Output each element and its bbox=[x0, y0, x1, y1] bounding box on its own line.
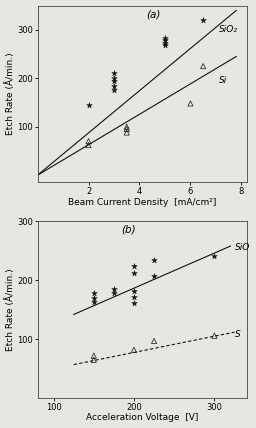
Point bbox=[112, 285, 116, 292]
Point bbox=[132, 346, 136, 353]
Point bbox=[163, 35, 167, 42]
Point bbox=[112, 77, 116, 84]
Y-axis label: Etch Rate (Å/min.): Etch Rate (Å/min.) bbox=[6, 268, 15, 351]
Point bbox=[152, 257, 156, 264]
Point bbox=[201, 63, 205, 70]
Point bbox=[92, 299, 96, 306]
Point bbox=[87, 142, 91, 149]
Point bbox=[201, 17, 205, 24]
Point bbox=[132, 293, 136, 300]
Point bbox=[87, 138, 91, 145]
Text: SiO₂: SiO₂ bbox=[218, 25, 238, 34]
Point bbox=[212, 252, 216, 259]
Text: (a): (a) bbox=[146, 9, 161, 19]
Point bbox=[92, 357, 96, 363]
Point bbox=[152, 272, 156, 279]
Text: Si: Si bbox=[218, 76, 227, 85]
Point bbox=[112, 75, 116, 82]
X-axis label: Acceleration Voltage  [V]: Acceleration Voltage [V] bbox=[86, 413, 198, 422]
Point bbox=[112, 87, 116, 94]
Point bbox=[112, 70, 116, 77]
Point bbox=[92, 290, 96, 297]
Point bbox=[132, 288, 136, 294]
Text: (b): (b) bbox=[121, 225, 136, 235]
Point bbox=[188, 100, 193, 107]
Point bbox=[212, 332, 216, 339]
Point bbox=[163, 37, 167, 44]
Point bbox=[92, 352, 96, 359]
Point bbox=[125, 129, 129, 136]
Point bbox=[112, 290, 116, 297]
Text: SiO: SiO bbox=[234, 244, 250, 253]
Point bbox=[112, 82, 116, 89]
X-axis label: Beam Current Density  [mA/cm²]: Beam Current Density [mA/cm²] bbox=[68, 198, 216, 207]
Point bbox=[163, 39, 167, 46]
Point bbox=[152, 338, 156, 345]
Point bbox=[132, 263, 136, 270]
Point bbox=[163, 42, 167, 49]
Point bbox=[87, 101, 91, 108]
Point bbox=[132, 299, 136, 306]
Text: S: S bbox=[234, 330, 240, 339]
Point bbox=[125, 123, 129, 130]
Y-axis label: Etch Rate (Å/min.): Etch Rate (Å/min.) bbox=[6, 53, 15, 135]
Point bbox=[125, 126, 129, 133]
Point bbox=[92, 294, 96, 301]
Point bbox=[132, 269, 136, 276]
